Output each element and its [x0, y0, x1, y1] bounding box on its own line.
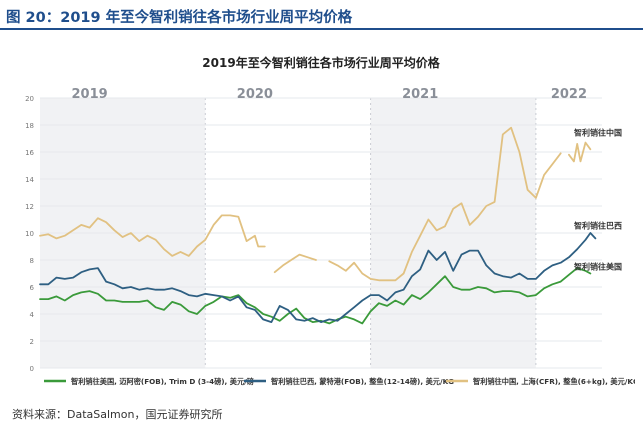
figure-title: 图 20：2019 年至今智利销往各市场行业周平均价格 — [6, 10, 353, 26]
y-tick-label-2: 2 — [30, 338, 34, 346]
series-line-2-segment-2 — [328, 126, 562, 282]
y-tick-label-8: 8 — [30, 257, 34, 265]
y-tick-label-12: 12 — [25, 203, 34, 211]
figure-header: 图 20：2019 年至今智利销往各市场行业周平均价格 — [0, 0, 643, 30]
chart-area: 0 2 4 6 8 10 12 14 16 18 20 2019 2020 2021 2022 智利销往美国… — [8, 36, 639, 396]
y-tick-label-14: 14 — [25, 176, 34, 184]
series-line-2-segment-1 — [273, 253, 317, 274]
series-line-2-segment-0 — [39, 214, 266, 257]
series-end-label-1: 智利销往巴西 — [574, 220, 622, 230]
y-tick-label-6: 6 — [30, 284, 35, 292]
legend-label-1: 智利销往巴西, 蒙特港(FOB), 整鱼(12-14磅), 美元/KG — [271, 377, 454, 386]
y-tick-label-18: 18 — [25, 122, 34, 130]
series-line-2-segment-3 — [568, 141, 592, 163]
series-end-label-2: 智利销往中国 — [574, 127, 622, 137]
series-end-label-0: 智利销往美国 — [574, 262, 622, 272]
series-line-0-segment-0 — [39, 267, 592, 325]
y-tick-label-16: 16 — [25, 149, 34, 157]
legend-label-2: 智利销往中国, 上海(CFR), 整鱼(6+kg), 美元/KG — [473, 377, 635, 386]
year-label-2019: 2019 — [71, 87, 107, 102]
y-tick-label-20: 20 — [25, 95, 34, 103]
legend-label-0: 智利销往美国, 迈阿密(FOB), Trim D (3-4磅), 美元/磅 — [71, 377, 254, 386]
year-label-2022: 2022 — [551, 87, 587, 102]
y-tick-label-4: 4 — [30, 311, 35, 319]
year-label-2021: 2021 — [402, 87, 438, 102]
source-note: 资料来源：DataSalmon，国元证券研究所 — [12, 408, 223, 421]
y-tick-label-0: 0 — [30, 365, 34, 373]
series-line-1-segment-0 — [39, 232, 597, 323]
y-tick-label-10: 10 — [25, 230, 34, 238]
line-chart: 0 2 4 6 8 10 12 14 16 18 20 2019 2020 2021 2022 智利销往美国… — [25, 55, 639, 386]
year-label-2020: 2020 — [237, 87, 273, 102]
chart-title: 2019年至今智利销往各市场行业周平均价格 — [202, 55, 440, 70]
